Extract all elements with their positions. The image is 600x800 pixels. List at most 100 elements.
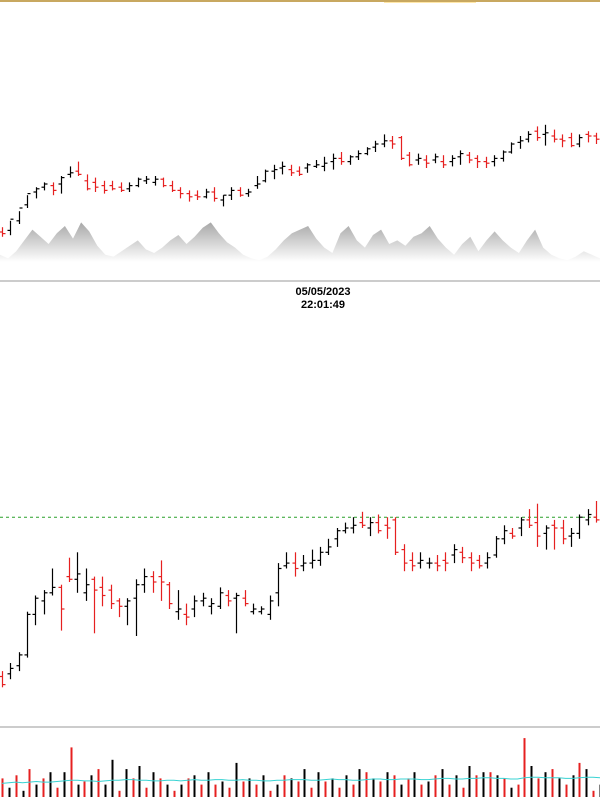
lower-bar (158, 560, 165, 601)
lower-bar (83, 568, 90, 601)
lower-bar (459, 546, 466, 564)
lower-bar (526, 509, 533, 528)
upper-bar (576, 134, 583, 148)
lower-bar (317, 546, 324, 566)
upper-bar (593, 132, 600, 144)
lower-bar (543, 525, 550, 550)
volume-panel (1, 738, 600, 797)
lower-bar (560, 519, 567, 545)
lower-bar (359, 511, 366, 528)
upper-bar (92, 177, 99, 192)
lower-bar (300, 555, 307, 572)
lower-bar (534, 503, 541, 547)
lower-bar (41, 590, 48, 615)
upper-bar (483, 156, 490, 168)
upper-bar (16, 207, 23, 224)
lower-bar (175, 590, 182, 620)
lower-bar (417, 552, 424, 569)
upper-bar (568, 132, 575, 148)
upper-bar (347, 155, 354, 165)
upper-bar (398, 136, 405, 160)
lower-bar (476, 555, 483, 569)
lower-bar (426, 557, 433, 569)
lower-bar (16, 652, 23, 672)
upper-bar (220, 194, 227, 207)
lower-bar (74, 552, 81, 593)
lower-bar (384, 517, 391, 539)
lower-bar (116, 598, 123, 618)
lower-bar (367, 517, 374, 537)
lower-bar (275, 563, 282, 607)
lower-bar (124, 598, 131, 626)
upper-ohlc-bars (0, 124, 600, 237)
upper-bar (50, 182, 57, 196)
upper-bar (169, 180, 176, 192)
upper-bar (355, 150, 362, 160)
lower-bar (183, 603, 190, 626)
upper-bar (304, 163, 311, 173)
lower-bar (342, 522, 349, 534)
upper-bar (33, 187, 40, 199)
upper-bar (177, 187, 184, 199)
upper-bar (321, 156, 328, 172)
upper-bar (135, 177, 142, 188)
upper-bar (517, 136, 524, 149)
upper-bar (118, 182, 125, 192)
upper-bar (288, 164, 295, 176)
lower-bar (325, 538, 332, 555)
lower-bar (501, 525, 508, 545)
volume-moving-average-line (1, 776, 600, 784)
lower-bar (593, 501, 600, 523)
divider-date: 05/05/2023 (295, 286, 350, 298)
upper-bar (585, 131, 592, 143)
upper-bar (41, 182, 48, 191)
lower-bar (292, 552, 299, 577)
volume-bars (1, 738, 600, 797)
upper-bar (109, 180, 116, 191)
lower-bar (191, 595, 198, 618)
lower-bar (166, 582, 173, 609)
lower-bar (49, 568, 56, 596)
lower-bar (551, 519, 558, 550)
upper-bar (466, 152, 473, 164)
upper-bar (279, 161, 286, 175)
upper-bar (160, 177, 167, 188)
lower-bar (434, 555, 441, 572)
lower-bar (375, 514, 382, 534)
upper-bar (84, 174, 91, 191)
upper-bar (58, 176, 65, 194)
upper-bar (330, 153, 337, 170)
upper-bar (381, 134, 388, 148)
lower-bar (442, 552, 449, 572)
lower-bar (108, 584, 115, 609)
upper-bar (211, 187, 218, 202)
lower-bar (309, 549, 316, 569)
upper-bar (508, 142, 515, 154)
lower-bar (99, 576, 106, 607)
upper-bar (474, 155, 481, 168)
upper-depth-area (0, 222, 600, 262)
lower-bar (242, 590, 249, 607)
lower-ohlc-bars (0, 501, 600, 688)
lower-bar (468, 552, 475, 572)
upper-bar (203, 188, 210, 199)
lower-bar (0, 671, 6, 688)
upper-bar (432, 153, 439, 164)
lower-bar (493, 536, 500, 558)
upper-bar (500, 150, 507, 162)
lower-bar (91, 576, 98, 634)
upper-bar (101, 180, 108, 194)
lower-bar (7, 663, 14, 680)
lower-bar (568, 528, 575, 547)
upper-bar (457, 150, 464, 165)
upper-bar (542, 124, 549, 146)
lower-bar (32, 595, 39, 626)
upper-bar (245, 188, 252, 197)
lower-bar (267, 595, 274, 620)
upper-bar (449, 155, 456, 167)
upper-bar (0, 227, 6, 237)
lower-bar (392, 517, 399, 555)
lower-bar (409, 552, 416, 572)
lower-bar (518, 517, 525, 537)
lower-bar (150, 571, 157, 593)
